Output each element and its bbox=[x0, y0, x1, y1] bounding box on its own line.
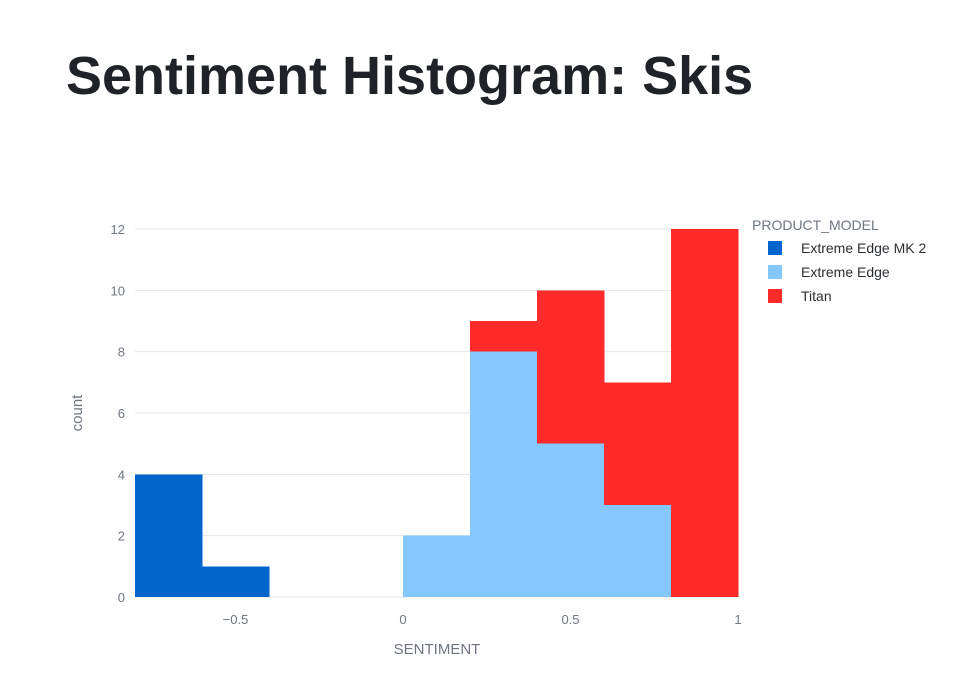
bar-series1-bin4 bbox=[403, 535, 471, 597]
x-axis-title: SENTIMENT bbox=[394, 641, 481, 658]
legend-swatch-1 bbox=[768, 265, 782, 279]
bar-series1-bin7 bbox=[604, 505, 672, 597]
x-tick-label-2: 0.5 bbox=[561, 612, 579, 627]
page-title: Sentiment Histogram: Skis bbox=[66, 46, 754, 106]
legend-swatch-2 bbox=[768, 289, 782, 303]
y-tick-label-10: 10 bbox=[111, 283, 125, 298]
x-tick-label-3: 1 bbox=[734, 612, 741, 627]
y-tick-label-0: 0 bbox=[118, 590, 125, 605]
bar-series1-bin6 bbox=[537, 443, 605, 597]
histogram-bars bbox=[135, 229, 739, 597]
legend-title: PRODUCT_MODEL bbox=[752, 217, 879, 233]
legend-swatch-0 bbox=[768, 241, 782, 255]
y-tick-label-4: 4 bbox=[118, 467, 125, 482]
y-tick-label-8: 8 bbox=[118, 345, 125, 360]
bar-series0-bin1 bbox=[202, 566, 270, 597]
bar-series0-bin0 bbox=[135, 474, 203, 597]
bar-series2-bin6 bbox=[537, 290, 605, 444]
legend-label-0: Extreme Edge MK 2 bbox=[801, 240, 926, 256]
x-tick-label-1: 0 bbox=[399, 612, 406, 627]
legend-label-1: Extreme Edge bbox=[801, 264, 890, 280]
y-axis-title: count bbox=[69, 394, 86, 432]
legend: PRODUCT_MODEL Extreme Edge MK 2 Extreme E… bbox=[752, 217, 926, 304]
y-tick-label-2: 2 bbox=[118, 529, 125, 544]
legend-label-2: Titan bbox=[801, 288, 832, 304]
bar-series1-bin5 bbox=[470, 351, 538, 597]
y-tick-label-12: 12 bbox=[111, 222, 125, 237]
x-axis-ticks: −0.5 0 0.5 1 bbox=[223, 612, 742, 627]
x-tick-label-0: −0.5 bbox=[223, 612, 249, 627]
bar-series2-bin7 bbox=[604, 382, 672, 505]
bar-series2-bin8 bbox=[671, 229, 739, 597]
y-axis-ticks: 0 2 4 6 8 10 12 bbox=[111, 222, 125, 605]
bar-series2-bin5 bbox=[470, 321, 538, 352]
y-tick-label-6: 6 bbox=[118, 406, 125, 421]
